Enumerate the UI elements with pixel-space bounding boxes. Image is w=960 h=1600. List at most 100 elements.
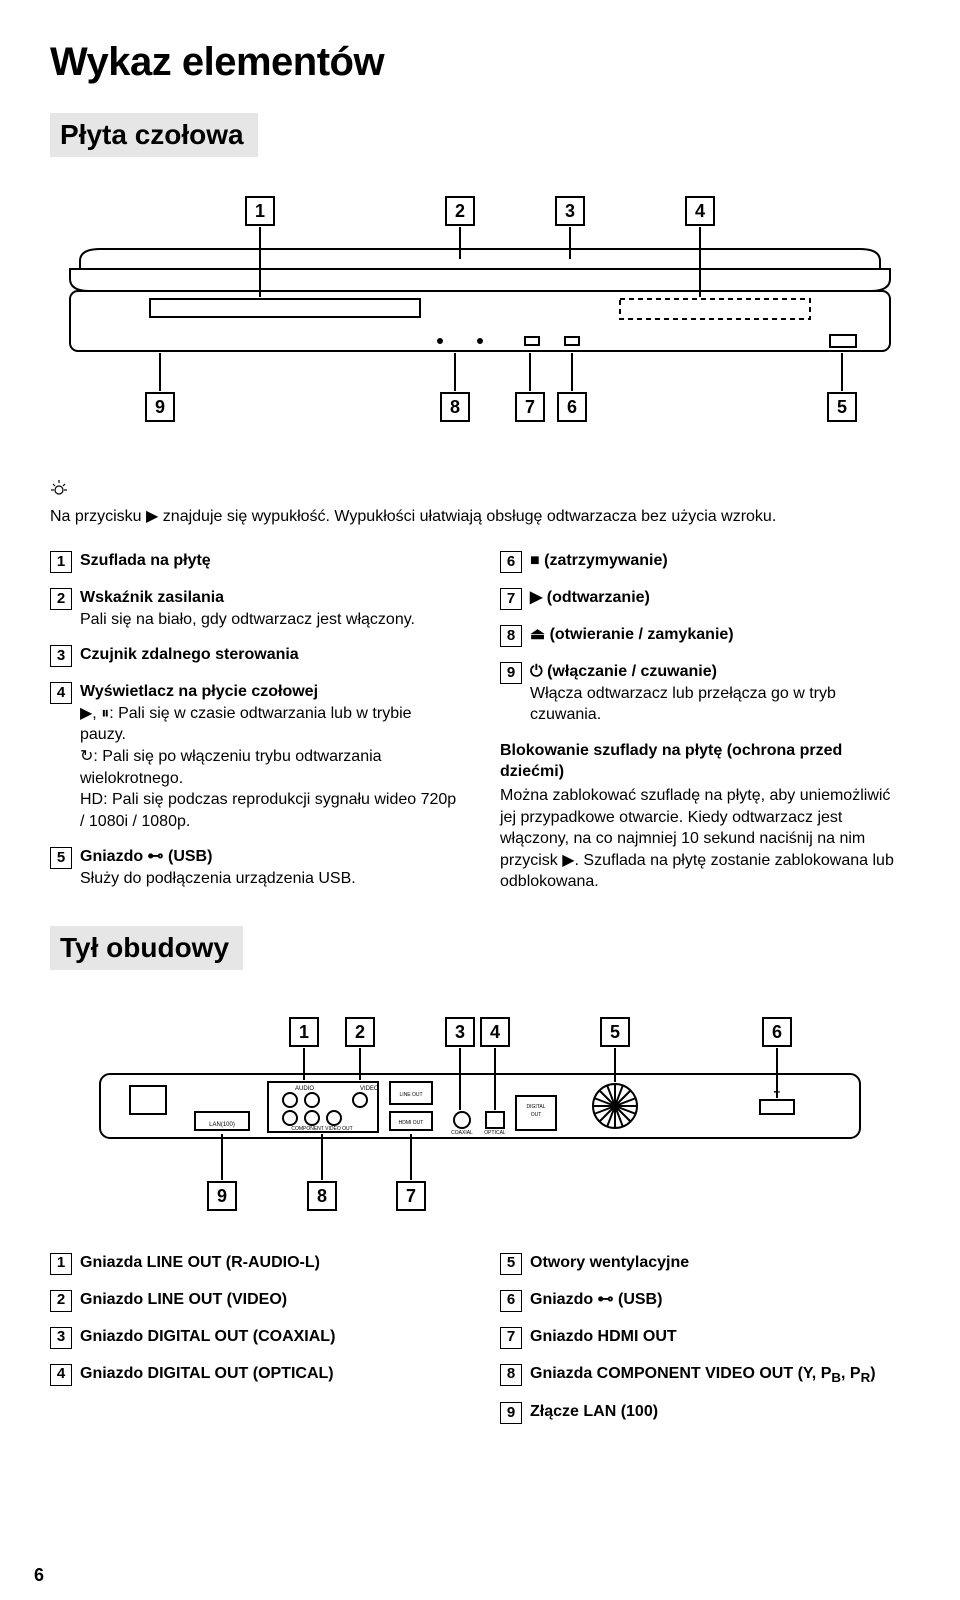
list-item: 6 Gniazdo ⊷ (USB) (500, 1289, 910, 1312)
svg-text:HDMI OUT: HDMI OUT (399, 1120, 424, 1126)
item-title: ■ (zatrzymywanie) (530, 552, 668, 569)
item-number: 3 (50, 1327, 72, 1349)
list-item: 4 Wyświetlacz na płycie czołowej ▶, ⏸: Pal… (50, 681, 460, 832)
item-sub: Służy do podłączenia urządzenia USB. (80, 868, 460, 890)
list-item: 3 Gniazdo DIGITAL OUT (COAXIAL) (50, 1326, 460, 1349)
list-item: 7 Gniazdo HDMI OUT (500, 1326, 910, 1349)
item-title: ⏏ (otwieranie / zamykanie) (530, 626, 734, 643)
list-item: 2 Gniazdo LINE OUT (VIDEO) (50, 1289, 460, 1312)
item-title: Gniazdo LINE OUT (VIDEO) (80, 1291, 287, 1308)
tip-block: Na przycisku ▶ znajduje się wypukłość. W… (50, 479, 910, 526)
item-title: Gniazdo DIGITAL OUT (COAXIAL) (80, 1328, 335, 1345)
svg-text:3: 3 (455, 1022, 465, 1042)
tip-prefix: Na przycisku (50, 508, 142, 525)
item-number: 1 (50, 551, 72, 573)
tip-icon (50, 479, 68, 502)
list-item: 8 ⏏ (otwieranie / zamykanie) (500, 624, 910, 647)
tip-suffix: znajduje się wypukłość. Wypukłości ułatw… (158, 508, 776, 525)
svg-text:7: 7 (525, 397, 535, 417)
item-title: Gniazdo HDMI OUT (530, 1328, 677, 1345)
list-item: 5 Gniazdo ⊷ (USB) Służy do podłączenia urz… (50, 846, 460, 889)
list-item: 9 ⏻ (włączanie / czuwanie) Włącza odtwarza… (500, 661, 910, 726)
svg-text:AUDIO: AUDIO (295, 1086, 314, 1092)
item-number: 6 (500, 1290, 522, 1312)
svg-text:OUT: OUT (531, 1112, 542, 1118)
svg-text:5: 5 (610, 1022, 620, 1042)
lock-body: Można zablokować szufladę na płytę, aby … (500, 785, 910, 893)
list-item: 8 Gniazda COMPONENT VIDEO OUT (Y, PB, PR) (500, 1363, 910, 1387)
list-item: 6 ■ (zatrzymywanie) (500, 550, 910, 573)
rear-diagram: LAN(100) AUDIO VIDEO COMPONENT VIDEO OUT… (50, 1004, 910, 1224)
item-number: 8 (500, 1364, 522, 1386)
item-title: Wyświetlacz na płycie czołowej (80, 683, 318, 700)
item-number: 9 (500, 662, 522, 684)
item-title: Gniazda COMPONENT VIDEO OUT (Y, PB, PR) (530, 1365, 876, 1382)
front-heading: Płyta czołowa (50, 113, 258, 157)
svg-text:6: 6 (772, 1022, 782, 1042)
item-title: Otwory wentylacyjne (530, 1254, 689, 1271)
list-item: 1 Szuflada na płytę (50, 550, 460, 573)
svg-text:COAXIAL: COAXIAL (451, 1130, 473, 1136)
page-number: 6 (34, 1565, 44, 1586)
svg-text:8: 8 (450, 397, 460, 417)
item-title: Gniazdo DIGITAL OUT (OPTICAL) (80, 1365, 334, 1382)
item-title: Gniazda LINE OUT (R-AUDIO-L) (80, 1254, 320, 1271)
item-title: Czujnik zdalnego sterowania (80, 646, 299, 663)
lock-heading: Blokowanie szuflady na płytę (ochrona pr… (500, 740, 910, 783)
item-title: ▶ (odtwarzanie) (530, 589, 650, 606)
play-icon: ▶ (146, 508, 158, 525)
item-title: Gniazdo ⊷ (USB) (530, 1291, 662, 1308)
item-title: Wskaźnik zasilania (80, 589, 224, 606)
item-number: 4 (50, 682, 72, 704)
item-title: Złącze LAN (100) (530, 1403, 658, 1420)
list-item: 9 Złącze LAN (100) (500, 1401, 910, 1424)
svg-text:5: 5 (837, 397, 847, 417)
item-sub: Włącza odtwarzacz lub przełącza go w try… (530, 683, 910, 726)
svg-text:7: 7 (406, 1186, 416, 1206)
list-item: 1 Gniazda LINE OUT (R-AUDIO-L) (50, 1252, 460, 1275)
item-number: 7 (500, 588, 522, 610)
svg-text:2: 2 (455, 201, 465, 221)
item-number: 5 (50, 847, 72, 869)
item-sub: ▶, ⏸: Pali się w czasie odtwarzania lub … (80, 703, 460, 746)
svg-text:9: 9 (155, 397, 165, 417)
item-number: 4 (50, 1364, 72, 1386)
item-sub: Pali się na biało, gdy odtwarzacz jest w… (80, 609, 460, 631)
svg-text:DIGITAL: DIGITAL (526, 1104, 545, 1110)
svg-text:VIDEO: VIDEO (360, 1086, 379, 1092)
svg-text:LINE OUT: LINE OUT (399, 1092, 422, 1098)
svg-text:1: 1 (255, 201, 265, 221)
svg-text:1: 1 (299, 1022, 309, 1042)
rear-items: 1 Gniazda LINE OUT (R-AUDIO-L) 2 Gniazdo LI… (50, 1252, 910, 1438)
svg-text:8: 8 (317, 1186, 327, 1206)
item-number: 2 (50, 588, 72, 610)
svg-text:COMPONENT VIDEO OUT: COMPONENT VIDEO OUT (291, 1126, 352, 1132)
list-item: 7 ▶ (odtwarzanie) (500, 587, 910, 610)
svg-text:4: 4 (695, 201, 705, 221)
svg-text:9: 9 (217, 1186, 227, 1206)
item-number: 3 (50, 645, 72, 667)
svg-text:4: 4 (490, 1022, 500, 1042)
item-number: 9 (500, 1402, 522, 1424)
item-title: Gniazdo ⊷ (USB) (80, 848, 212, 865)
item-sub: HD: Pali się podczas reprodukcji sygnału… (80, 789, 460, 832)
front-items: 1 Szuflada na płytę 2 Wskaźnik zasilania Pal… (50, 550, 910, 904)
item-number: 7 (500, 1327, 522, 1349)
item-number: 8 (500, 625, 522, 647)
list-item: 5 Otwory wentylacyjne (500, 1252, 910, 1275)
svg-text:3: 3 (565, 201, 575, 221)
item-title: ⏻ (włączanie / czuwanie) (530, 663, 717, 680)
svg-text:LAN(100): LAN(100) (209, 1122, 235, 1128)
item-title: Szuflada na płytę (80, 552, 211, 569)
list-item: 3 Czujnik zdalnego sterowania (50, 644, 460, 667)
list-item: 4 Gniazdo DIGITAL OUT (OPTICAL) (50, 1363, 460, 1386)
item-number: 6 (500, 551, 522, 573)
item-number: 2 (50, 1290, 72, 1312)
list-item: 2 Wskaźnik zasilania Pali się na biało, gd… (50, 587, 460, 630)
front-diagram: 1 2 3 4 9 8 7 6 5 (50, 191, 910, 451)
svg-text:2: 2 (355, 1022, 365, 1042)
svg-text:6: 6 (567, 397, 577, 417)
rear-heading: Tył obudowy (50, 926, 243, 970)
item-number: 5 (500, 1253, 522, 1275)
item-number: 1 (50, 1253, 72, 1275)
